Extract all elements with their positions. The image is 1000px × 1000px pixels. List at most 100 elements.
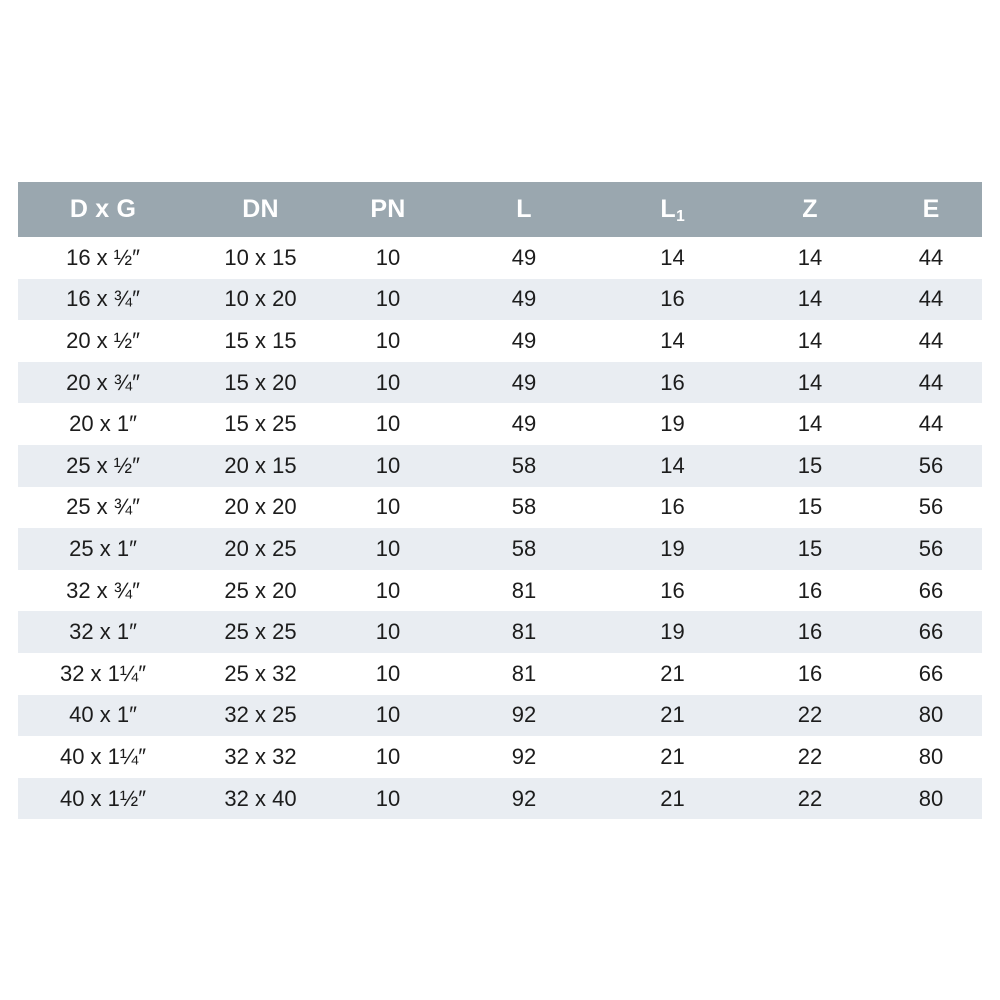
column-header-e-label: E <box>922 195 940 223</box>
column-header-z-label: Z <box>802 195 818 223</box>
cell-dxg: 20 x 1″ <box>69 411 137 437</box>
cell-e: 66 <box>918 577 944 603</box>
cell-e: 80 <box>918 785 944 811</box>
cell-z: 15 <box>797 494 823 520</box>
cell-dn: 20 x 15 <box>224 452 297 478</box>
cell-e: 80 <box>918 743 944 769</box>
cell-dn: 32 x 25 <box>224 702 297 728</box>
table-row: 40 x 1¼″ 32 x 32 10 92 21 22 80 <box>18 736 982 778</box>
cell-dn: 25 x 32 <box>224 660 297 686</box>
cell-l1: 21 <box>660 743 685 769</box>
table-body: 16 x ½″ 10 x 15 10 49 14 14 44 16 x ¾″ 10 x 20 10… <box>18 237 982 820</box>
cell-e: 66 <box>918 619 944 645</box>
table-row: 20 x 1″ 15 x 25 10 49 19 14 44 <box>18 403 982 445</box>
cell-l: 49 <box>511 411 537 437</box>
cell-e: 44 <box>918 286 944 312</box>
cell-l1: 16 <box>660 577 685 603</box>
cell-e: 44 <box>918 411 944 437</box>
cell-l: 92 <box>511 785 537 811</box>
cell-pn: 10 <box>375 411 401 437</box>
column-header-l: L <box>443 182 605 237</box>
table-row: 40 x 1″ 32 x 25 10 92 21 22 80 <box>18 694 982 737</box>
cell-dxg: 40 x 1¼″ <box>59 743 147 769</box>
column-header-dn-label: DN <box>242 195 279 223</box>
cell-l1: 16 <box>660 494 685 520</box>
table-header: D x G DN PN L L1 Z E <box>18 182 982 237</box>
cell-dxg: 16 x ¾″ <box>66 286 140 312</box>
cell-l: 58 <box>511 452 537 478</box>
cell-l1: 21 <box>660 702 685 728</box>
cell-dxg: 40 x 1½″ <box>59 785 147 811</box>
cell-dn: 10 x 15 <box>224 244 297 270</box>
cell-e: 44 <box>918 327 944 353</box>
cell-z: 14 <box>797 411 823 437</box>
cell-l: 58 <box>511 494 537 520</box>
cell-dn: 32 x 32 <box>224 743 297 769</box>
cell-z: 14 <box>797 327 823 353</box>
cell-l1: 14 <box>660 327 685 353</box>
cell-l1: 21 <box>660 660 685 686</box>
column-header-z: Z <box>740 182 880 237</box>
cell-dxg: 40 x 1″ <box>69 702 137 728</box>
cell-dn: 15 x 25 <box>224 411 297 437</box>
cell-dxg: 32 x 1¼″ <box>59 660 147 686</box>
table-row: 20 x ½″ 15 x 15 10 49 14 14 44 <box>18 320 982 362</box>
cell-z: 16 <box>797 619 823 645</box>
cell-pn: 10 <box>375 785 401 811</box>
cell-z: 15 <box>797 452 823 478</box>
cell-l: 81 <box>511 619 537 645</box>
table-row: 20 x ¾″ 15 x 20 10 49 16 14 44 <box>18 361 982 404</box>
cell-l1: 14 <box>660 244 685 270</box>
cell-dxg: 25 x 1″ <box>69 535 137 561</box>
cell-l1: 19 <box>660 619 685 645</box>
column-header-dxg-label: D x G <box>69 195 137 223</box>
cell-dn: 15 x 15 <box>224 327 297 353</box>
cell-dxg: 20 x ½″ <box>66 327 140 353</box>
column-header-l1-subscript: 1 <box>676 208 685 226</box>
table-row: 16 x ½″ 10 x 15 10 49 14 14 44 <box>18 237 982 279</box>
cell-z: 22 <box>797 743 823 769</box>
cell-pn: 10 <box>375 494 401 520</box>
specification-table: D x G DN PN L L1 Z E 16 x ½″ 10 x 15 10 49 1… <box>18 182 982 820</box>
cell-l: 92 <box>511 743 537 769</box>
column-header-dn: DN <box>188 182 333 237</box>
cell-l: 49 <box>511 244 537 270</box>
cell-z: 14 <box>797 369 823 395</box>
cell-dn: 25 x 20 <box>224 577 297 603</box>
cell-e: 44 <box>918 369 944 395</box>
cell-pn: 10 <box>375 244 401 270</box>
cell-z: 14 <box>797 244 823 270</box>
cell-e: 56 <box>918 452 944 478</box>
cell-pn: 10 <box>375 286 401 312</box>
cell-l1: 16 <box>660 369 685 395</box>
cell-z: 14 <box>797 286 823 312</box>
table-row: 40 x 1½″ 32 x 40 10 92 21 22 80 <box>18 777 982 820</box>
table-row: 25 x ¾″ 20 x 20 10 58 16 15 56 <box>18 486 982 529</box>
cell-l1: 19 <box>660 411 685 437</box>
cell-z: 22 <box>797 785 823 811</box>
cell-pn: 10 <box>375 619 401 645</box>
cell-dn: 20 x 20 <box>224 494 297 520</box>
column-header-dxg: D x G <box>18 182 188 237</box>
cell-pn: 10 <box>375 452 401 478</box>
cell-pn: 10 <box>375 660 401 686</box>
cell-l1: 16 <box>660 286 685 312</box>
cell-pn: 10 <box>375 535 401 561</box>
cell-l: 49 <box>511 369 537 395</box>
cell-e: 56 <box>918 494 944 520</box>
table-row: 32 x 1¼″ 25 x 32 10 81 21 16 66 <box>18 652 982 695</box>
cell-e: 66 <box>918 660 944 686</box>
cell-dxg: 32 x 1″ <box>69 619 137 645</box>
cell-e: 56 <box>918 535 944 561</box>
column-header-l-label: L <box>516 195 532 223</box>
table-row: 16 x ¾″ 10 x 20 10 49 16 14 44 <box>18 278 982 321</box>
column-header-l1: L1 <box>605 182 740 237</box>
cell-l1: 14 <box>660 452 685 478</box>
cell-dn: 10 x 20 <box>224 286 297 312</box>
cell-l: 49 <box>511 327 537 353</box>
table-row: 25 x 1″ 20 x 25 10 58 19 15 56 <box>18 528 982 570</box>
cell-pn: 10 <box>375 577 401 603</box>
cell-l: 58 <box>511 535 537 561</box>
table-row: 32 x 1″ 25 x 25 10 81 19 16 66 <box>18 611 982 653</box>
